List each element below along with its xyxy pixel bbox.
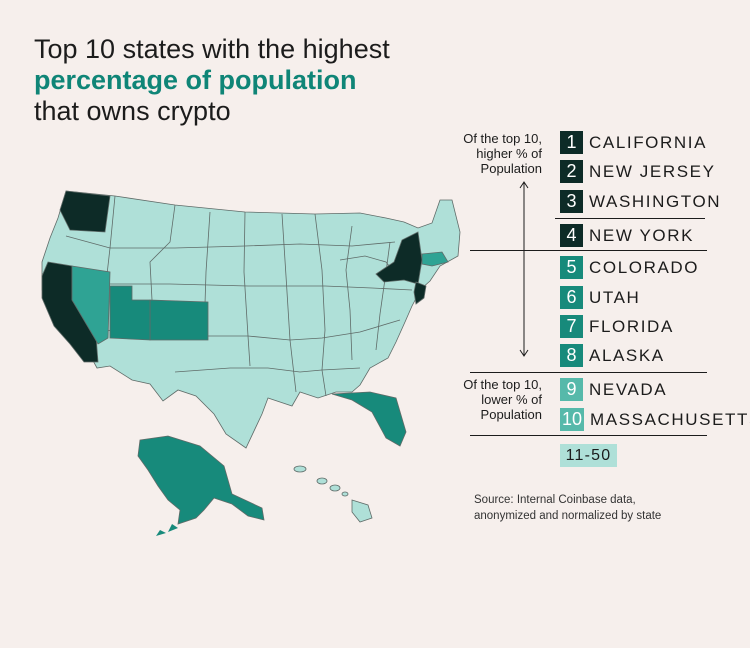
rank-number-badge: 2 <box>560 160 583 183</box>
alaska-islands <box>156 524 178 536</box>
source-note: Source: Internal Coinbase data, anonymiz… <box>474 494 662 522</box>
state-hawaii-island-1 <box>293 465 307 473</box>
legend-rank-1: 1 CALIFORNIA <box>560 131 707 154</box>
rank-state-name: COLORADO <box>589 257 700 277</box>
state-colorado <box>149 299 209 341</box>
legend-rank-2: 2 NEW JERSEY <box>560 160 716 183</box>
state-washington <box>59 190 111 233</box>
legend-divider-3 <box>470 372 707 373</box>
double-arrow-icon <box>519 181 529 357</box>
state-massachusetts <box>421 251 449 267</box>
rank-state-name: NEW JERSEY <box>589 161 716 181</box>
legend-divider-4 <box>470 435 707 436</box>
legend-rank-3: 3 WASHINGTON <box>560 190 721 213</box>
rank-number-badge: 6 <box>560 286 583 309</box>
rank-state-name: MASSACHUSETTS <box>590 409 750 429</box>
title-line-1: Top 10 states with the highest <box>34 34 390 64</box>
rank-state-name: NEW YORK <box>589 225 695 245</box>
rank-state-name: CALIFORNIA <box>589 132 708 152</box>
legend-rank-10: 10 MASSACHUSETTS <box>560 408 750 431</box>
legend-rest-swatch: 11-50 <box>560 444 617 467</box>
state-hawaii-island-4 <box>341 491 349 497</box>
rank-state-name: NEVADA <box>589 379 668 399</box>
legend-rank-9: 9 NEVADA <box>560 378 667 401</box>
state-new-jersey <box>413 281 427 305</box>
rank-number-badge: 9 <box>560 378 583 401</box>
legend-rank-6: 6 UTAH <box>560 286 640 309</box>
state-rest-contiguous <box>41 190 461 449</box>
rank-number-badge: 8 <box>560 344 583 367</box>
legend-divider-2 <box>470 250 707 251</box>
rank-state-name: WASHINGTON <box>589 191 722 211</box>
legend-note-higher: Of the top 10, higher % of Population <box>463 131 542 176</box>
title-line-2-highlight: percentage of population <box>34 65 357 95</box>
rank-state-name: FLORIDA <box>589 316 674 336</box>
legend-note-lower: Of the top 10, lower % of Population <box>463 377 542 422</box>
legend-divider-1 <box>555 218 705 219</box>
legend-rank-8: 8 ALASKA <box>560 344 665 367</box>
rank-number-badge: 7 <box>560 315 583 338</box>
rank-number-badge: 10 <box>560 408 584 431</box>
map-base-layer <box>41 190 461 523</box>
rank-number-badge: 4 <box>560 224 583 247</box>
rank-number-badge: 3 <box>560 190 583 213</box>
title-line-3: that owns crypto <box>34 96 231 126</box>
rank-number-badge: 1 <box>560 131 583 154</box>
rank-number-badge: 5 <box>560 256 583 279</box>
state-nevada <box>71 265 111 345</box>
legend-rank-4: 4 NEW YORK <box>560 224 694 247</box>
state-utah <box>109 285 151 341</box>
legend-rank-7: 7 FLORIDA <box>560 315 674 338</box>
rank-state-name: ALASKA <box>589 345 665 365</box>
state-alaska <box>137 435 265 525</box>
chart-title: Top 10 states with the highest percentag… <box>34 34 390 127</box>
rank-state-name: UTAH <box>589 287 641 307</box>
state-hawaii-island-2 <box>316 477 328 485</box>
state-hawaii-island-3 <box>329 484 341 492</box>
state-hawaii-big-island <box>351 499 373 523</box>
legend-rank-5: 5 COLORADO <box>560 256 699 279</box>
state-florida <box>331 391 407 447</box>
